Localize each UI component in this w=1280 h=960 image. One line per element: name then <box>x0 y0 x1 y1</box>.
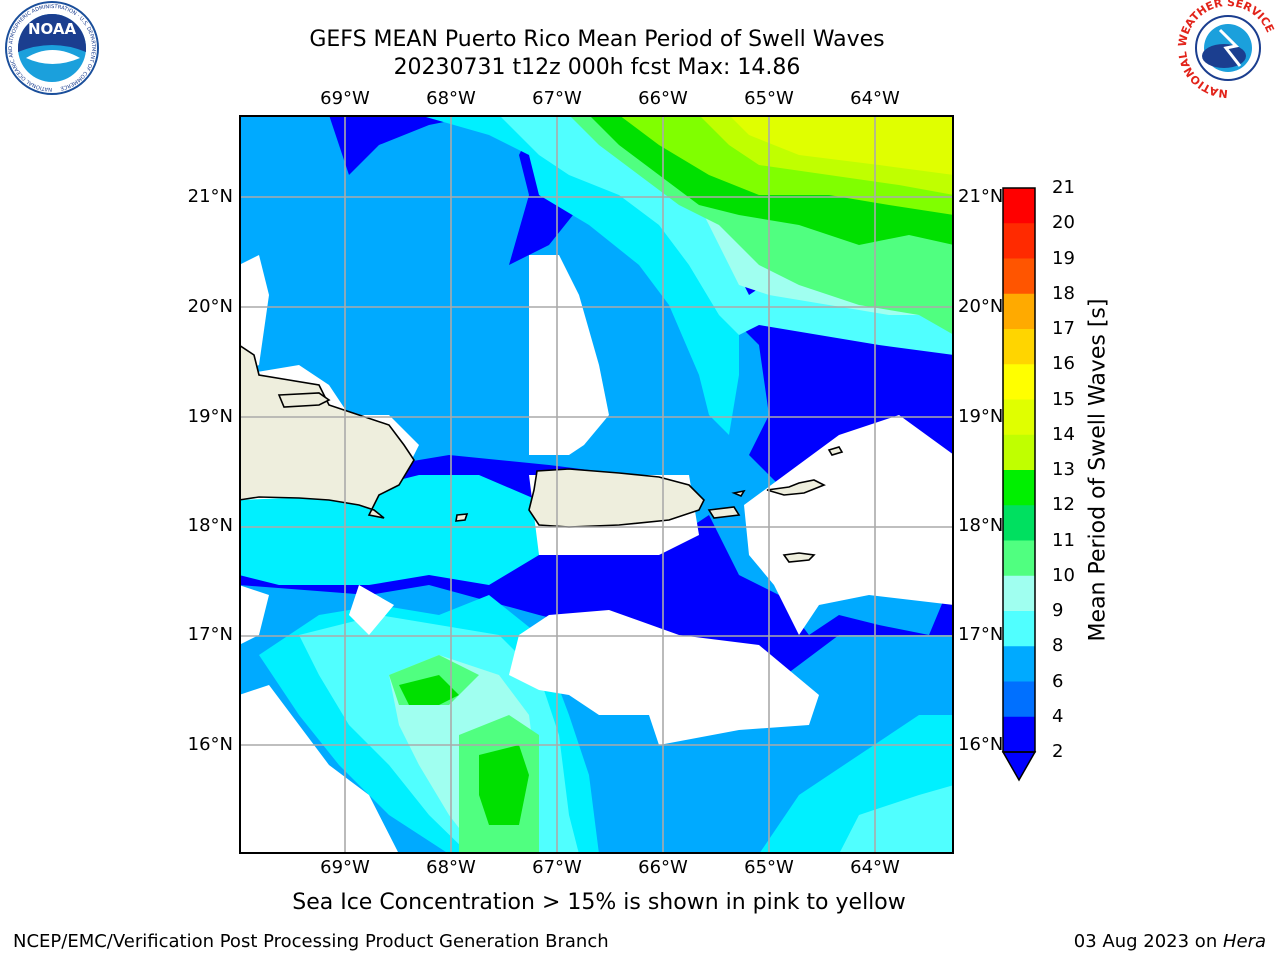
virgin-islands <box>766 479 826 496</box>
contour-band-14s <box>729 115 954 175</box>
lat-label-right: 18°N <box>958 515 1004 536</box>
noaa-logo-text: NOAA <box>28 20 77 38</box>
colorbar-swatch <box>1003 223 1035 259</box>
lat-label-left: 21°N <box>187 186 233 207</box>
colorbar <box>1001 187 1037 782</box>
lat-label-left: 19°N <box>187 406 233 427</box>
colorbar-tick-label: 4 <box>1052 705 1064 727</box>
lat-label-left: 18°N <box>187 515 233 536</box>
colorbar-swatch <box>1003 293 1035 330</box>
lon-label-bottom: 66°W <box>638 857 688 878</box>
map-frame <box>239 115 954 854</box>
lon-label-top: 64°W <box>850 88 900 109</box>
colorbar-swatch <box>1003 470 1035 506</box>
anegada <box>827 446 844 456</box>
lon-label-top: 69°W <box>320 88 370 109</box>
puerto-rico <box>528 468 705 528</box>
lat-label-left: 20°N <box>187 296 233 317</box>
lat-label-right: 20°N <box>958 296 1004 317</box>
vieques <box>707 506 741 519</box>
map-title: GEFS MEAN Puerto Rico Mean Period of Swe… <box>309 27 885 52</box>
colorbar-swatch <box>1003 681 1035 718</box>
colorbar-swatch <box>1003 611 1035 647</box>
lat-label-right: 16°N <box>958 734 1004 755</box>
colorbar-tick-label: 12 <box>1052 494 1075 516</box>
st-croix <box>782 552 816 563</box>
footer-branch: NCEP/EMC/Verification Post Processing Pr… <box>13 931 609 952</box>
mona-island <box>455 513 469 522</box>
colorbar-swatch <box>1003 258 1035 295</box>
lon-label-bottom: 64°W <box>850 857 900 878</box>
colorbar-swatch <box>1003 540 1035 577</box>
map-subtitle: 20230731 t12z 000h fcst Max: 14.86 <box>393 55 801 80</box>
hispaniola <box>239 344 415 519</box>
colorbar-swatch <box>1003 364 1035 400</box>
colorbar-tick-label: 11 <box>1052 529 1075 551</box>
nws-logo: NATIONAL WEATHER SERVICE <box>1176 0 1277 100</box>
footer-date: 03 Aug 2023 on Hera <box>1074 931 1266 952</box>
colorbar-tick-label: 15 <box>1052 388 1075 410</box>
colorbar-swatch <box>1003 399 1035 436</box>
colorbar-tick-label: 14 <box>1052 423 1075 445</box>
lon-label-bottom: 68°W <box>426 857 476 878</box>
samana-peninsula <box>277 392 331 408</box>
colorbar-swatches <box>1003 188 1035 753</box>
lat-label-right: 17°N <box>958 624 1004 645</box>
colorbar-tick-label: 2 <box>1052 741 1064 762</box>
colorbar-tick-label: 10 <box>1052 564 1075 586</box>
culebra <box>731 489 746 498</box>
colorbar-tick-label: 9 <box>1052 600 1064 621</box>
lon-label-top: 66°W <box>638 88 688 109</box>
colorbar-swatch <box>1003 646 1035 682</box>
lat-label-right: 19°N <box>958 406 1004 427</box>
graticule <box>239 115 954 854</box>
lon-label-bottom: 69°W <box>320 857 370 878</box>
sea-ice-caption: Sea Ice Concentration > 15% is shown in … <box>292 890 906 915</box>
colorbar-swatch <box>1003 329 1035 365</box>
colorbar-swatch <box>1003 505 1035 541</box>
lat-label-left: 16°N <box>187 734 233 755</box>
lon-label-bottom: 65°W <box>744 857 794 878</box>
colorbar-label: Mean Period of Swell Waves [s] <box>1085 298 1111 642</box>
footer-date-text: 03 Aug 2023 on <box>1073 931 1223 952</box>
colorbar-swatch <box>1003 575 1035 612</box>
colorbar-swatch <box>1003 188 1035 224</box>
colorbar-tick-label: 19 <box>1052 247 1075 269</box>
colorbar-tick-label: 20 <box>1052 212 1075 234</box>
coastlines <box>239 344 844 563</box>
swell-period-map <box>239 115 954 854</box>
lon-label-top: 68°W <box>426 88 476 109</box>
lon-label-top: 67°W <box>532 88 582 109</box>
colorbar-tick-label: 21 <box>1052 177 1075 198</box>
colorbar-tick-label: 8 <box>1052 635 1064 657</box>
lon-label-top: 65°W <box>744 88 794 109</box>
colorbar-tick-label: 18 <box>1052 282 1075 304</box>
colorbar-tick-label: 6 <box>1052 670 1064 692</box>
colorbar-swatch <box>1003 434 1035 471</box>
lat-label-right: 21°N <box>958 186 1004 207</box>
colorbar-extend-arrow <box>1001 751 1037 782</box>
colorbar-frame <box>1002 187 1036 753</box>
noaa-logo: NOAA NATIONAL OCEANIC AND ATMOSPHERIC AD… <box>5 1 99 95</box>
colorbar-tick-label: 17 <box>1052 318 1075 339</box>
lat-label-left: 17°N <box>187 624 233 645</box>
footer-host: Hera <box>1222 931 1266 952</box>
colorbar-tick-label: 13 <box>1052 459 1075 480</box>
colorbar-tick-label: 16 <box>1052 353 1075 375</box>
lon-label-bottom: 67°W <box>532 857 582 878</box>
colorbar-swatch <box>1003 716 1035 753</box>
